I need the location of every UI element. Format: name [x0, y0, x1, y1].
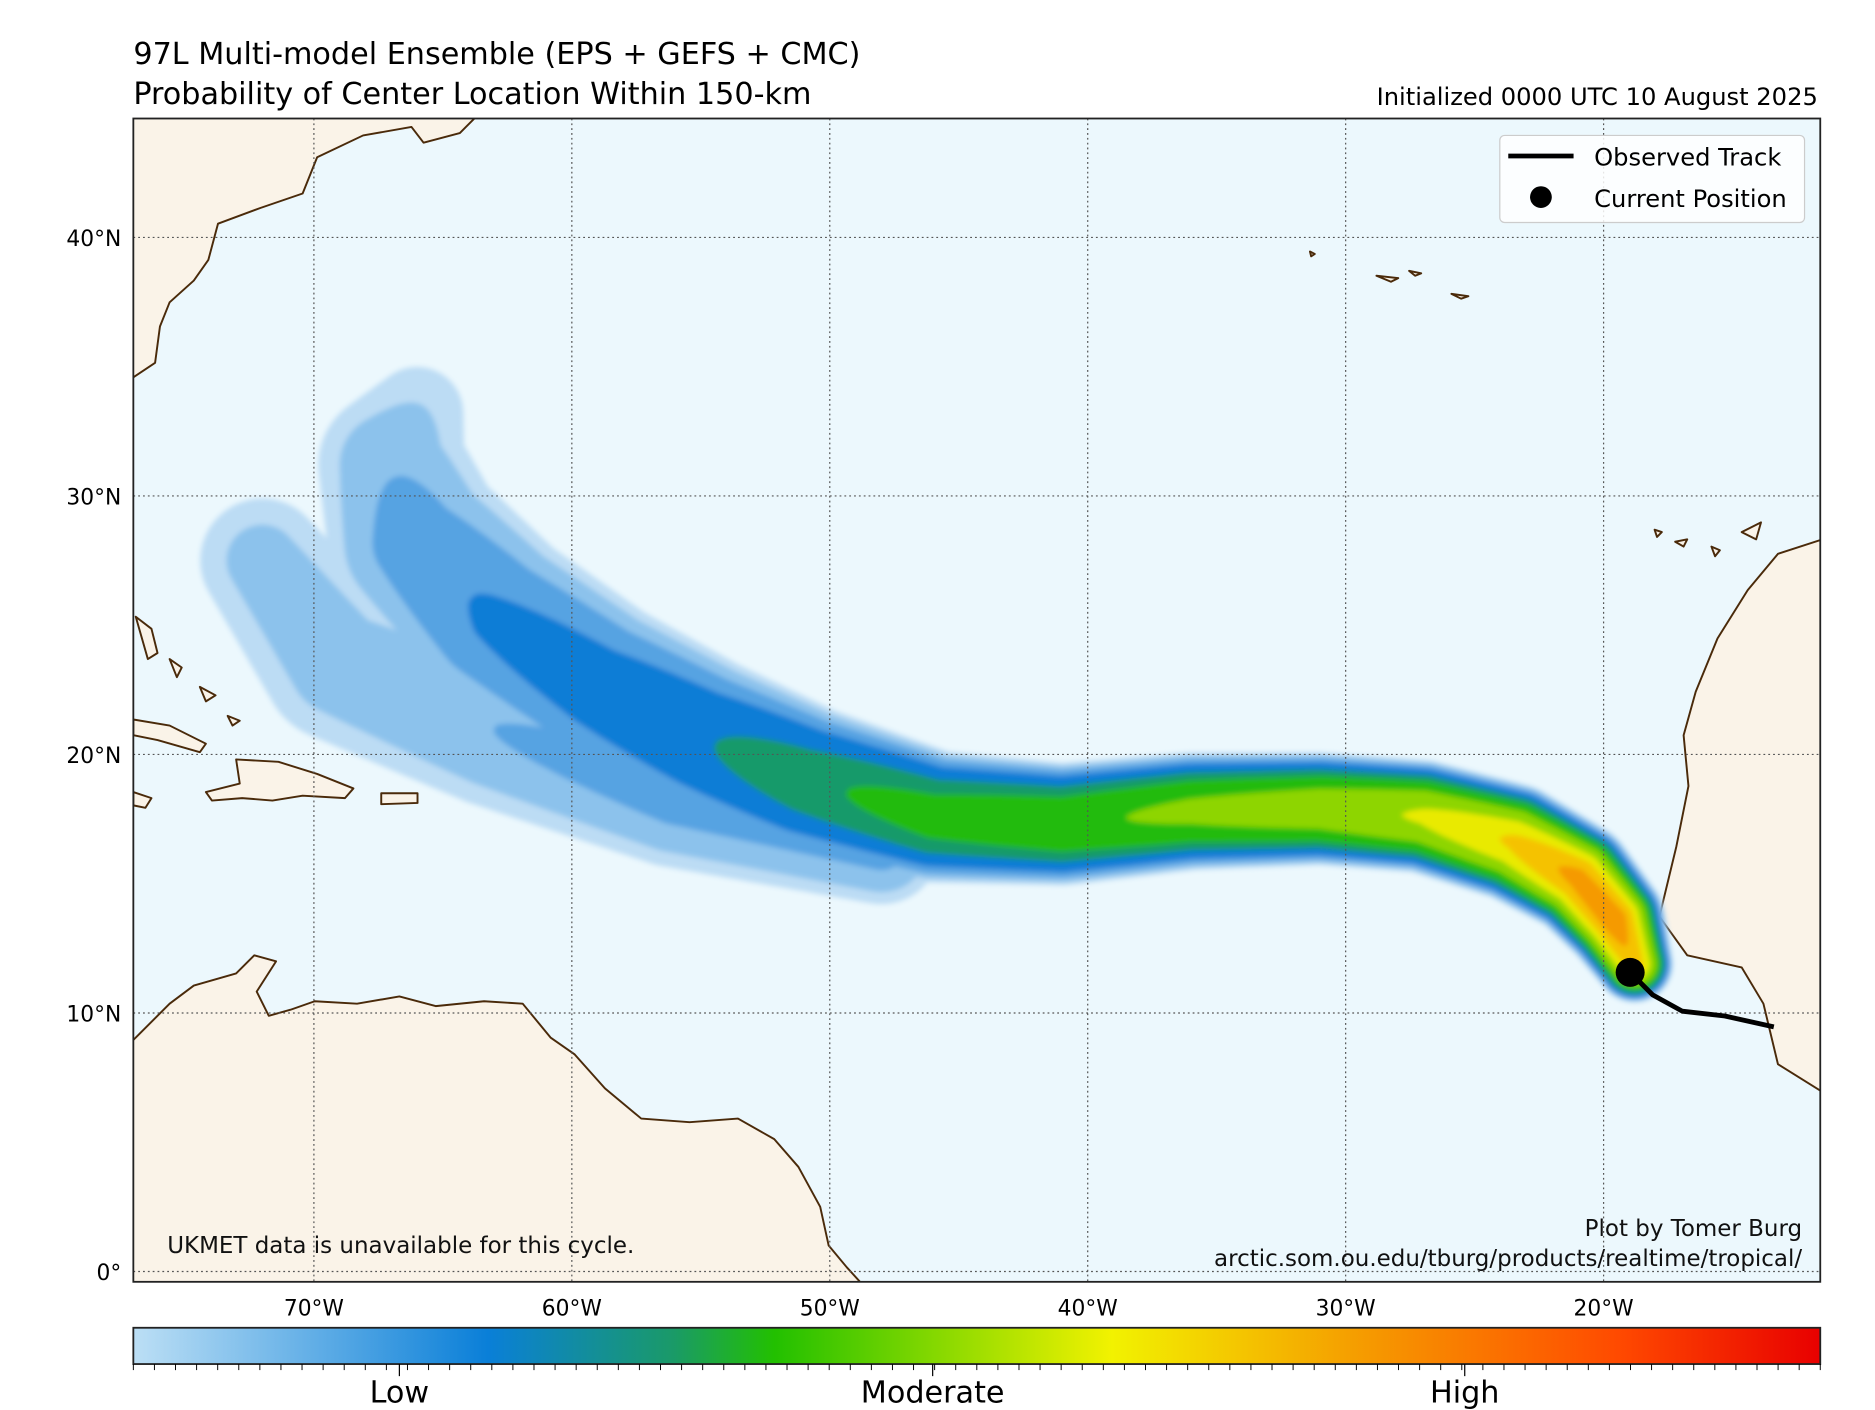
puerto-rico: [380, 792, 419, 806]
map-frame: [132, 117, 1822, 1283]
colorbar-label-high: High: [1430, 1376, 1499, 1410]
x-tick-label: 60°W: [542, 1297, 602, 1322]
plume-cell: [846, 787, 861, 801]
gridlines: [133, 118, 1821, 1282]
north-america: [133, 118, 476, 379]
legend-observed-track: Observed Track: [1594, 144, 1781, 172]
south-america: [133, 954, 862, 1282]
plume-cell: [1501, 835, 1513, 847]
azores: [1308, 250, 1470, 300]
africa: [1658, 539, 1821, 1092]
chart-title: 97L Multi-model Ensemble (EPS + GEFS + C…: [133, 37, 860, 72]
cuba: [133, 718, 207, 754]
init-time: Initialized 0000 UTC 10 August 2025: [1377, 83, 1818, 111]
land: [133, 118, 1821, 1282]
x-tick-label: 40°W: [1058, 1297, 1118, 1322]
x-tick-label: 50°W: [800, 1297, 860, 1322]
hispaniola: [204, 758, 355, 802]
colorbar-label-low: Low: [370, 1376, 430, 1410]
credit-text: Plot by Tomer Burg: [1585, 1216, 1802, 1242]
x-axis: 70°W 60°W 50°W 40°W 30°W 20°W: [284, 1297, 1634, 1322]
x-tick-label: 30°W: [1316, 1297, 1376, 1322]
plume-cell: [467, 593, 494, 620]
legend-dot-icon: [1530, 186, 1552, 208]
x-tick-label: 70°W: [284, 1297, 344, 1322]
x-tick-label: 20°W: [1574, 1297, 1634, 1322]
plume-cell: [470, 596, 482, 608]
plume-cell: [1558, 865, 1566, 873]
plume-cell: [1499, 836, 1504, 841]
plume-cell: [226, 524, 299, 597]
colorbar: Low Moderate High: [132, 1326, 1822, 1410]
jamaica: [133, 791, 153, 809]
observed-track-line: [1628, 970, 1775, 1030]
canary-islands: [1653, 521, 1762, 558]
plume-cell: [1405, 810, 1416, 821]
plume-cell: [386, 476, 412, 502]
plume-cell: [1402, 812, 1408, 818]
y-tick-label: 40°N: [66, 227, 121, 252]
plume-cell: [398, 403, 430, 435]
map-area: [133, 118, 1821, 1282]
y-tick-label: 30°N: [66, 485, 121, 510]
colorbar-label-moderate: Moderate: [861, 1376, 1005, 1410]
current-position-marker: [1615, 957, 1645, 987]
probability-plume: [200, 367, 1673, 1003]
colorbar-ticks: [132, 1364, 1821, 1371]
plume-cell: [493, 724, 508, 738]
colorbar-gradient: [132, 1326, 1822, 1365]
plume-cell: [1126, 814, 1133, 821]
bahamas: [134, 615, 241, 727]
legend: Observed Track Current Position: [1499, 134, 1806, 224]
plume-level-9: [1558, 865, 1629, 946]
y-tick-label: 20°N: [66, 744, 121, 769]
y-tick-label: 0°: [97, 1261, 122, 1286]
plume-cell: [714, 738, 734, 758]
legend-current-position: Current Position: [1594, 185, 1787, 213]
plume-cell: [1130, 811, 1141, 822]
chart-subtitle: Probability of Center Location Within 15…: [133, 77, 811, 112]
legend-box: [1499, 134, 1806, 224]
credit-url: arctic.som.ou.edu/tburg/products/realtim…: [1214, 1246, 1802, 1272]
y-tick-label: 10°N: [66, 1002, 121, 1027]
y-axis: 0° 10°N 20°N 30°N 40°N: [66, 227, 121, 1286]
ukmet-note: UKMET data is unavailable for this cycle…: [167, 1233, 634, 1259]
